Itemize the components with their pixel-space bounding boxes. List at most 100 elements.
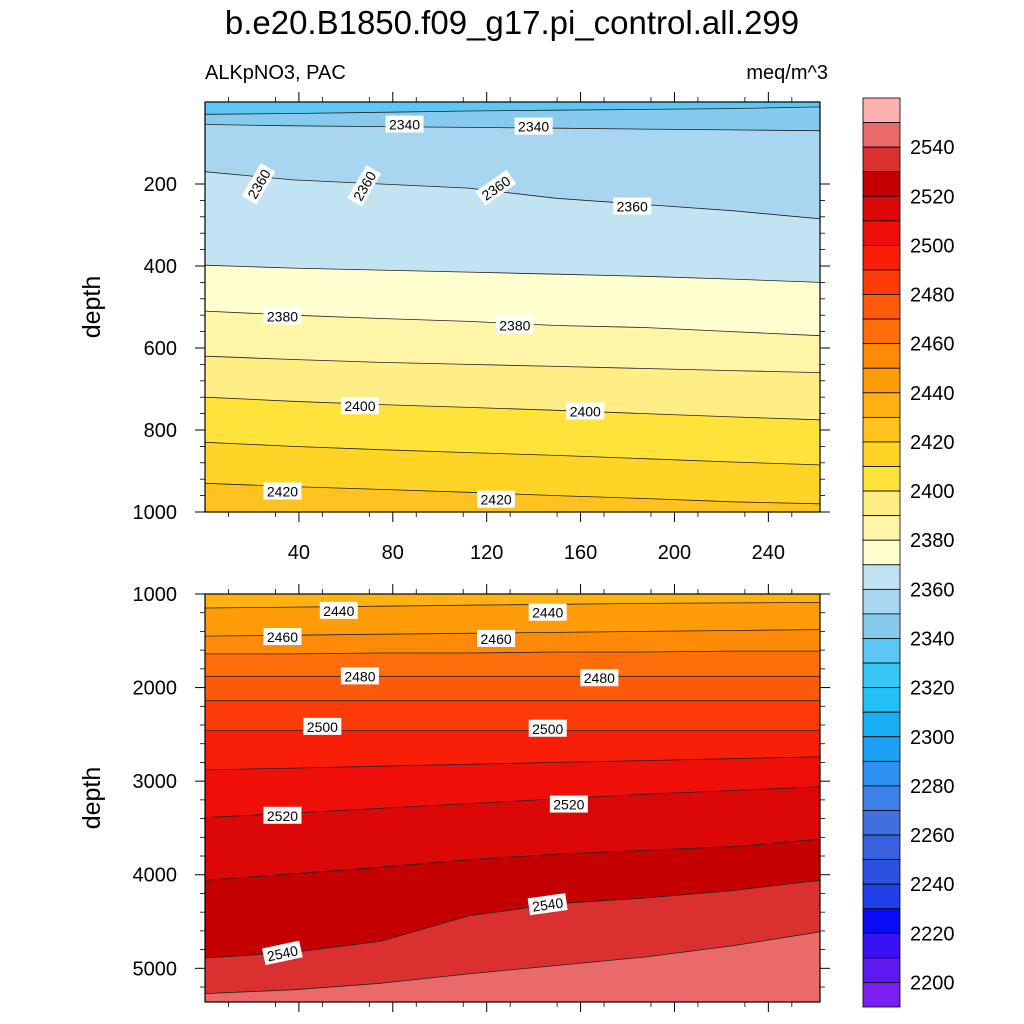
colorbar-box-2530	[862, 146, 901, 173]
colorbar-box-2310	[862, 687, 901, 713]
lower-ytick-label: 3000	[133, 771, 178, 793]
contour-label-text: 2440	[323, 603, 354, 619]
lower-band-2440	[205, 602, 820, 637]
upper-ytick-label: 1000	[133, 502, 178, 524]
upper-contour-line	[204, 441, 821, 466]
lower-ytick-label: 1000	[133, 584, 178, 606]
colorbar-box-2430	[862, 392, 901, 418]
colorbar-box-2210	[862, 932, 901, 959]
colorbar-label: 2420	[910, 432, 955, 454]
contour-label-text: 2520	[553, 797, 584, 813]
upper-ytick-label: 600	[144, 338, 177, 360]
contour-label-text: 2400	[344, 398, 375, 414]
contour-label-box	[340, 397, 379, 415]
lower-band-2460	[205, 651, 820, 677]
lower-ylabel: depth	[78, 767, 106, 830]
colorbar-box-2290	[862, 736, 901, 762]
lower-contour-label: 2460	[477, 629, 516, 647]
colorbar-label: 2460	[910, 334, 955, 356]
lower-contour-line	[205, 650, 820, 655]
colorbar-box-2300	[862, 711, 901, 738]
contour-label-text: 2480	[344, 668, 375, 684]
contour-label-text: 2500	[307, 719, 338, 735]
colorbar-box-2330	[862, 638, 901, 664]
colorbar-label: 2540	[910, 137, 955, 159]
colorbar-label: 2500	[910, 235, 955, 257]
contour-label-text: 2480	[584, 670, 615, 686]
colorbar-box-2400	[862, 466, 901, 492]
colorbar-label: 2520	[910, 186, 955, 208]
upper-contour-label: 2380	[495, 316, 534, 334]
lower-contour-label: 2500	[303, 717, 342, 735]
colorbar-box-2420	[862, 416, 901, 443]
lower-band-2480	[205, 700, 820, 731]
contour-label-box	[340, 667, 379, 685]
upper-contour-label: 2340	[385, 115, 424, 133]
contour-label-box	[566, 402, 605, 420]
contour-label-text: 2340	[518, 119, 549, 135]
lower-contour-label: 2440	[319, 601, 358, 619]
contour-label-text: 2540	[266, 942, 300, 964]
contour-label-box	[477, 490, 516, 508]
lower-contour-line	[204, 756, 821, 771]
contour-label-box	[528, 719, 567, 737]
contour-label-text: 2440	[532, 605, 563, 621]
lower-contour-line	[204, 931, 821, 994]
upper-band-2330	[205, 102, 820, 115]
contour-label-box	[477, 629, 516, 647]
upper-contour-label: 2420	[263, 482, 302, 500]
upper-contour-line	[204, 396, 821, 421]
colorbar-box-2410	[862, 441, 901, 467]
upper-xtick-label: 200	[658, 542, 691, 564]
contour-label-box	[385, 115, 424, 133]
lower-band-2500	[205, 756, 820, 818]
upper-contour-line	[204, 264, 821, 283]
contour-label-box	[527, 893, 568, 916]
colorbar-label: 2280	[910, 776, 955, 798]
contour-label-text: 2340	[389, 117, 420, 133]
lower-ytick-label: 4000	[133, 865, 178, 887]
lower-band-2470	[205, 676, 820, 701]
lower-contour-label: 2520	[263, 806, 302, 824]
contour-label-text: 2380	[267, 308, 298, 324]
colorbar-box-2470	[862, 294, 901, 320]
upper-xtick-label: 120	[470, 542, 503, 564]
upper-contour-line	[204, 171, 821, 220]
contour-label-box	[262, 940, 303, 966]
contour-label-box	[263, 628, 302, 646]
variable-label: ALKpNO3, PAC	[205, 62, 346, 84]
upper-contour-line	[204, 106, 821, 115]
contour-label-box	[263, 806, 302, 824]
contour-label-text: 2520	[267, 808, 298, 824]
lower-frame	[204, 593, 821, 1003]
lower-band-2530	[205, 880, 820, 994]
contour-label-box	[303, 717, 342, 735]
upper-contour-label: 2380	[263, 307, 302, 325]
contour-label-box	[263, 307, 302, 325]
upper-contour-label: 2340	[514, 117, 553, 135]
lower-ytick-label: 2000	[133, 678, 178, 700]
lower-band-2540	[205, 931, 820, 1002]
contour-label-box	[263, 482, 302, 500]
colorbar-box-2480	[862, 269, 901, 295]
upper-contour-label: 2420	[477, 490, 516, 508]
contour-label-box	[475, 169, 517, 206]
contour-label-box	[241, 163, 276, 205]
colorbar-box-2350	[862, 588, 901, 615]
contour-label-text: 2420	[480, 492, 511, 508]
lower-contour-label: 2540	[527, 893, 568, 916]
colorbar-label: 2240	[910, 874, 955, 896]
colorbar-label: 2320	[910, 678, 955, 700]
colorbar-box-2390	[862, 490, 901, 517]
colorbar-box-2510	[862, 195, 901, 222]
upper-band-2390	[205, 356, 820, 420]
colorbar-box-2500	[862, 220, 901, 246]
colorbar-box-2230	[862, 883, 901, 910]
colorbar-box-2250	[862, 834, 901, 860]
upper-frame	[204, 101, 821, 513]
colorbar-box-2550	[862, 97, 901, 123]
colorbar-label: 2380	[910, 530, 955, 552]
colorbar-box-2240	[862, 859, 901, 885]
lower-contour-label: 2480	[580, 669, 619, 687]
